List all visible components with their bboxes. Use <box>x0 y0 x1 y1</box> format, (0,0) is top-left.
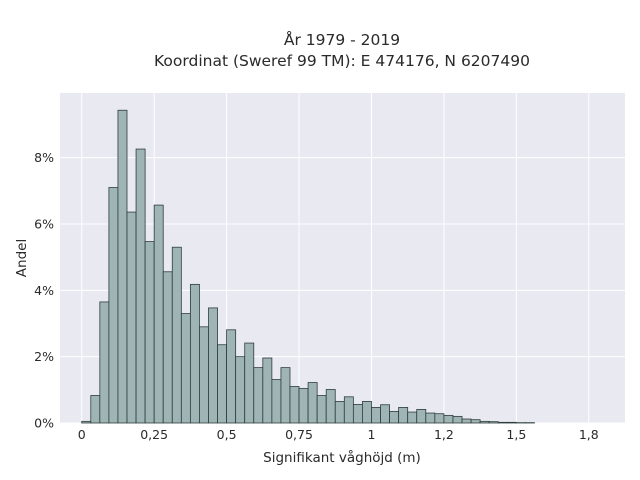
histogram-bar <box>208 307 218 424</box>
histogram-bar <box>117 109 128 424</box>
histogram-bar <box>253 367 264 424</box>
histogram-bar <box>461 418 472 424</box>
histogram-bar <box>135 148 146 424</box>
histogram-bar <box>99 301 110 424</box>
histogram-bar <box>289 386 300 424</box>
histogram-bar <box>506 421 517 424</box>
histogram-bar <box>90 395 101 424</box>
histogram-bar <box>244 342 255 424</box>
histogram-bar <box>271 379 282 424</box>
x-tick-label: 1,8 <box>579 427 599 442</box>
chart-title-line2: Koordinat (Sweref 99 TM): E 474176, N 62… <box>154 52 530 70</box>
y-axis-label: Andel <box>14 239 30 277</box>
y-tick-label: 0% <box>34 416 54 431</box>
x-tick-label: 0 <box>78 427 86 442</box>
histogram-bar <box>153 204 164 424</box>
histogram-bar <box>307 382 318 424</box>
histogram-bar <box>362 401 372 424</box>
histogram-bar <box>325 389 336 424</box>
histogram-bar <box>380 404 390 424</box>
histogram-bar <box>470 419 481 424</box>
histogram-bar <box>434 413 445 424</box>
histogram-bar <box>226 329 237 424</box>
histogram-bar <box>217 344 228 424</box>
histogram-bar <box>180 313 191 424</box>
histogram-bar <box>425 412 436 424</box>
y-tick-label: 6% <box>34 217 54 232</box>
histogram-bar <box>352 404 363 424</box>
y-tick-label: 8% <box>34 150 54 165</box>
histogram-bar <box>189 283 200 424</box>
histogram-bar <box>497 421 508 424</box>
histogram-bar <box>416 409 427 424</box>
histogram-bar <box>144 241 155 424</box>
histogram-bars <box>81 109 535 424</box>
x-axis-label: Signifikant våghöjd (m) <box>263 449 421 466</box>
y-tick-label: 4% <box>34 283 54 298</box>
histogram-bar <box>262 357 273 424</box>
histogram-bar <box>280 367 291 424</box>
x-tick-label: 0,75 <box>285 427 313 442</box>
y-axis-ticks: 0% 2% 4% 6% 8% <box>34 150 54 430</box>
histogram-bar <box>199 326 209 424</box>
histogram-bar <box>398 407 409 424</box>
histogram-bar <box>479 420 490 424</box>
histogram-bar <box>452 415 463 424</box>
histogram-bar <box>235 356 246 424</box>
histogram-bar <box>488 421 499 424</box>
x-tick-label: 1,5 <box>506 427 526 442</box>
x-axis-ticks: 0 0,25 0,5 0,75 1 1,2 1,5 1,8 <box>78 427 599 442</box>
histogram-bar <box>108 187 119 424</box>
x-tick-label: 0,25 <box>140 427 168 442</box>
chart-title-line1: År 1979 - 2019 <box>284 30 400 49</box>
histogram-bar <box>162 271 173 424</box>
x-tick-label: 1,2 <box>434 427 454 442</box>
histogram-bar <box>407 411 418 424</box>
histogram-bar <box>81 420 92 424</box>
histogram-bar <box>298 388 309 424</box>
histogram-bar <box>343 396 354 424</box>
histogram-bar <box>171 246 182 424</box>
y-tick-label: 2% <box>34 349 54 364</box>
histogram-bar <box>126 211 137 424</box>
x-tick-label: 0,5 <box>217 427 237 442</box>
histogram-bar <box>443 414 454 424</box>
x-tick-label: 1 <box>367 427 375 442</box>
histogram-bar <box>334 401 345 424</box>
histogram-bar <box>371 407 381 424</box>
histogram-bar <box>316 395 327 424</box>
histogram-bar <box>389 410 400 424</box>
